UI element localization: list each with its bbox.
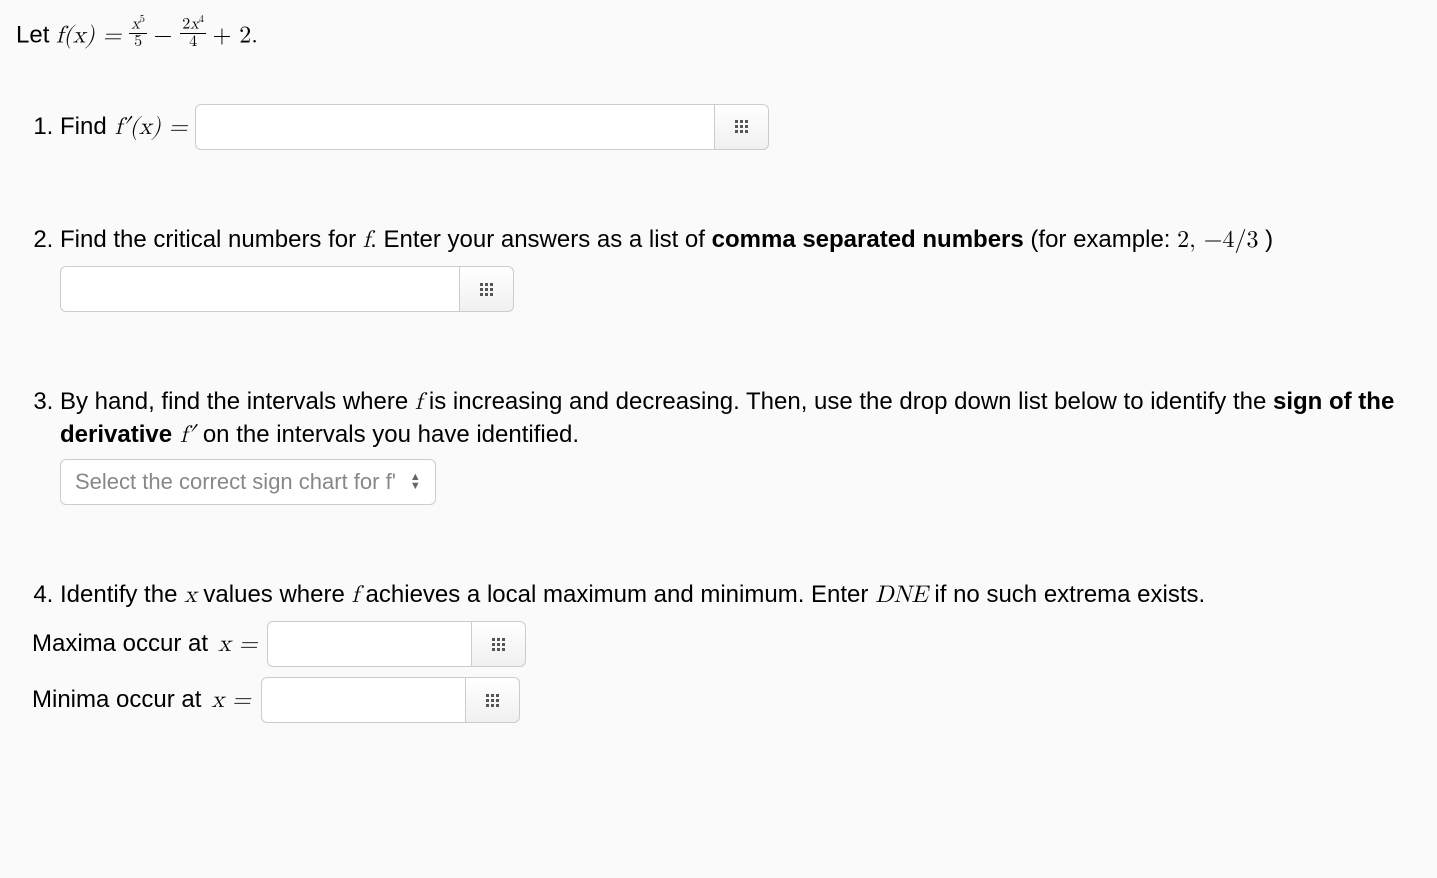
grid-icon <box>480 283 493 296</box>
q4-x: x <box>184 583 197 607</box>
q4-dne: DNE <box>875 583 928 607</box>
term1-fraction: x5 5 <box>129 15 147 51</box>
q4-text-c: achieves a local maximum and minimum. En… <box>359 581 875 608</box>
grid-icon <box>735 120 748 133</box>
q1-fprime: f′(x) = <box>115 111 188 143</box>
select-placeholder: Select the correct sign chart for f' <box>75 467 396 497</box>
question-content: Let f(x) = x5 5 − 2x4 4 + 2. Find f′(x) … <box>0 0 1437 783</box>
question-3: By hand, find the intervals where f is i… <box>60 386 1421 505</box>
x-eq: x = <box>211 688 250 712</box>
equation-editor-button[interactable] <box>472 621 526 667</box>
q4-text-d: if no such extrema exists. <box>928 581 1205 608</box>
q3-text-b: is increasing and decreasing. Then, use … <box>422 388 1273 415</box>
q4-text-b: values where <box>197 581 352 608</box>
x-eq: x = <box>218 632 257 656</box>
q1-answer-input[interactable] <box>195 104 715 150</box>
q3-fprime: f′ <box>172 423 203 447</box>
q2-answer-input[interactable] <box>60 266 460 312</box>
q4-text-a: Identify the <box>60 581 184 608</box>
q2-text-d: ) <box>1258 226 1273 253</box>
minima-input[interactable] <box>261 677 466 723</box>
term2-fraction: 2x4 4 <box>180 15 206 51</box>
fn-lhs: f(x) = <box>56 23 129 47</box>
questions-list: Find f′(x) = Find the critical numbers f… <box>16 104 1421 724</box>
q2-text-a: Find the critical numbers for <box>60 226 363 253</box>
q2-text-c: (for example: <box>1024 226 1177 253</box>
equation-editor-button[interactable] <box>466 677 520 723</box>
chevron-up-down-icon: ▲▼ <box>410 473 421 491</box>
minus-sign: − <box>154 23 181 47</box>
equation-editor-button[interactable] <box>460 266 514 312</box>
minima-row: Minima occur at x = <box>32 677 1421 723</box>
question-1: Find f′(x) = <box>60 104 1421 150</box>
minima-label: Minima occur at <box>32 684 201 716</box>
question-4: Identify the x values where f achieves a… <box>60 579 1421 723</box>
q3-text-c: on the intervals you have identified. <box>203 421 579 448</box>
grid-icon <box>492 638 505 651</box>
q1-label-pre: Find <box>60 111 107 143</box>
maxima-row: Maxima occur at x = <box>32 621 1421 667</box>
function-definition: Let f(x) = x5 5 − 2x4 4 + 2. <box>16 18 1421 54</box>
sign-chart-select[interactable]: Select the correct sign chart for f' ▲▼ <box>60 459 436 505</box>
q2-bold: comma separated numbers <box>712 226 1024 253</box>
question-2: Find the critical numbers for f. Enter y… <box>60 224 1421 312</box>
maxima-label: Maxima occur at <box>32 628 208 660</box>
q4-f: f <box>352 583 359 607</box>
tail: + 2. <box>213 23 258 47</box>
q2-example: 2, −4/3 <box>1177 228 1258 252</box>
prompt-prefix: Let <box>16 21 56 48</box>
q2-text-b: . Enter your answers as a list of <box>370 226 711 253</box>
maxima-input[interactable] <box>267 621 472 667</box>
equation-editor-button[interactable] <box>715 104 769 150</box>
q3-text-a: By hand, find the intervals where <box>60 388 415 415</box>
grid-icon <box>486 694 499 707</box>
